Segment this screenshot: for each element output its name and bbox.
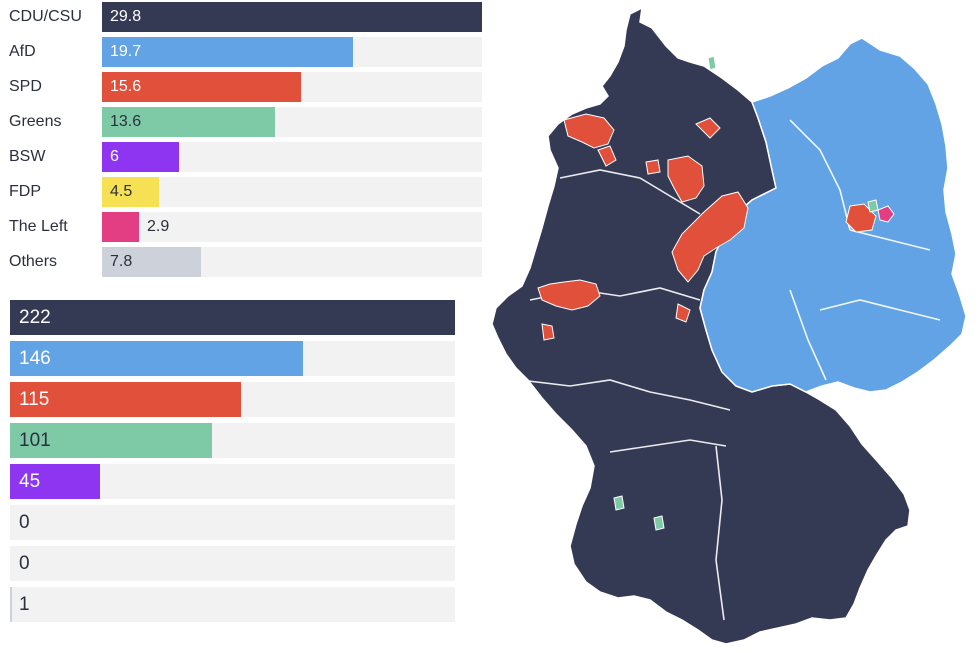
map-districts-greens	[613, 55, 879, 531]
seat-row: 146	[10, 341, 455, 376]
share-value-label: 2.9	[147, 218, 170, 235]
share-bar	[102, 247, 201, 277]
party-label: Others	[9, 253, 58, 270]
seat-bar	[10, 300, 455, 335]
share-row: CDU/CSU 29.8	[0, 2, 482, 32]
seat-row: 45	[10, 464, 455, 499]
seat-value-label: 222	[19, 307, 51, 328]
seat-value-label: 0	[19, 512, 30, 533]
party-label: FDP	[9, 183, 41, 200]
share-row: Greens 13.6	[0, 107, 482, 137]
seat-bar	[10, 423, 212, 458]
share-bar-track: 4.5	[102, 177, 482, 207]
germany-results-map	[491, 6, 967, 645]
seat-value-label: 115	[19, 389, 50, 410]
share-bar	[102, 72, 301, 102]
share-bar	[102, 107, 275, 137]
seat-bar	[10, 587, 12, 622]
vote-share-chart: CDU/CSU 29.8 AfD 19.7 SPD 15.6 Greens 13.6 BSW 6 F…	[0, 0, 490, 285]
party-label: SPD	[9, 78, 42, 95]
share-bar	[102, 212, 139, 242]
map-district-left	[877, 205, 895, 223]
seat-row: 222	[10, 300, 455, 335]
share-value-label: 7.8	[110, 253, 133, 270]
party-label: CDU/CSU	[9, 8, 82, 25]
share-bar-track: 13.6	[102, 107, 482, 137]
map-districts-spd	[537, 113, 877, 341]
party-label: AfD	[9, 43, 36, 60]
share-row: The Left 2.9	[0, 212, 482, 242]
seat-value-label: 1	[19, 594, 30, 615]
share-bar	[102, 142, 179, 172]
seat-value-label: 45	[19, 471, 41, 492]
share-bar	[102, 2, 482, 32]
share-bar	[102, 37, 353, 67]
share-bar	[102, 177, 159, 207]
share-row: SPD 15.6	[0, 72, 482, 102]
share-value-label: 13.6	[110, 113, 142, 130]
seat-value-label: 101	[19, 430, 51, 451]
share-value-label: 15.6	[110, 78, 142, 95]
party-label: The Left	[9, 218, 68, 235]
seat-value-label: 146	[19, 348, 51, 369]
seat-bar	[10, 382, 241, 417]
party-label: BSW	[9, 148, 46, 165]
share-bar-track: 6	[102, 142, 482, 172]
seat-row: 0	[10, 505, 455, 540]
seat-row: 115	[10, 382, 455, 417]
share-bar-track: 29.8	[102, 2, 482, 32]
share-value-label: 19.7	[110, 43, 142, 60]
seat-bar	[10, 341, 303, 376]
share-value-label: 6	[110, 148, 119, 165]
share-row: FDP 4.5	[0, 177, 482, 207]
map-region-afd	[699, 37, 967, 393]
seat-chart: 222 146 115 101 45 0 0 1	[0, 298, 470, 628]
share-value-label: 29.8	[110, 8, 142, 25]
share-bar-track: 7.8	[102, 247, 482, 277]
share-value-label: 4.5	[110, 183, 133, 200]
share-bar-track: 15.6	[102, 72, 482, 102]
share-row: AfD 19.7	[0, 37, 482, 67]
seat-value-label: 0	[19, 553, 30, 574]
seat-row: 0	[10, 546, 455, 581]
share-bar-track: 19.7	[102, 37, 482, 67]
share-row: BSW 6	[0, 142, 482, 172]
map-borders	[519, 119, 941, 621]
seat-row: 1	[10, 587, 455, 622]
seat-row: 101	[10, 423, 455, 458]
seat-bar	[10, 464, 100, 499]
party-label: Greens	[9, 113, 62, 130]
share-row: Others 7.8	[0, 247, 482, 277]
share-bar-track: 2.9	[102, 212, 482, 242]
